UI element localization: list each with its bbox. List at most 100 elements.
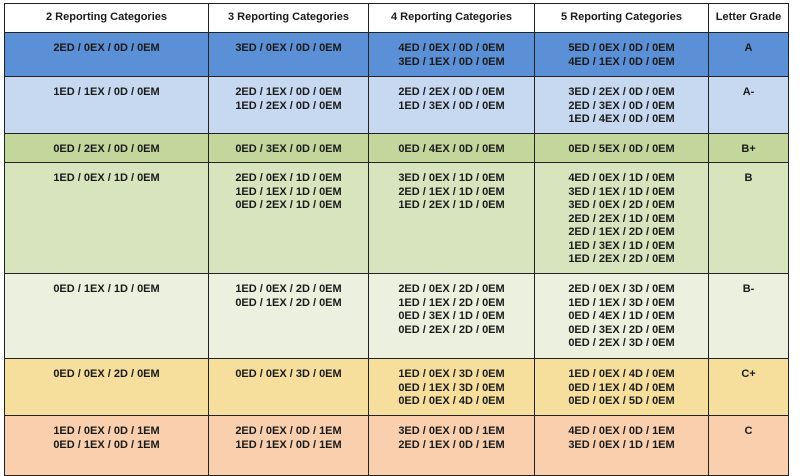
combination-text: 2ED / 0EX / 0D / 0EM	[53, 42, 160, 54]
combination-text: 2ED / 0EX / 1D / 0EM	[235, 172, 342, 184]
combination-text: 0ED / 0EX / 2D / 0EM	[53, 368, 160, 380]
combination-text: 0ED / 3EX / 2D / 0EM	[568, 323, 675, 336]
combination-text: 0ED / 1EX / 1D / 0EM	[53, 283, 160, 295]
combination-cell: 3ED / 0EX / 1D / 0EM 2ED / 1EX / 1D / 0EM…	[368, 162, 535, 274]
combination-text: 0ED / 0EX / 3D / 0EM	[235, 368, 342, 380]
letter-grade-cell: B-	[708, 273, 789, 359]
combination-text: 2ED / 1EX / 0D / 1EM	[398, 438, 505, 451]
combination-text: 3ED / 0EX / 1D / 0EM	[398, 172, 505, 184]
combination-text: 2ED / 0EX / 0D / 1EM	[235, 425, 342, 437]
combination-text: 0ED / 2EX / 0D / 0EM	[53, 143, 160, 155]
header-2-categories: 2 Reporting Categories	[4, 3, 209, 33]
combination-cell: 4ED / 0EX / 1D / 0EM 3ED / 1EX / 1D / 0EM…	[534, 162, 709, 274]
letter-grade-cell: B	[708, 162, 789, 274]
combination-cell: 2ED / 0EX / 2D / 0EM 1ED / 1EX / 2D / 0EM…	[368, 273, 535, 359]
grading-table: 2 Reporting Categories 3 Reporting Categ…	[4, 3, 789, 476]
combination-cell: 1ED / 0EX / 2D / 0EM 0ED / 1EX / 2D / 0EM	[208, 273, 369, 359]
header-letter-grade: Letter Grade	[708, 3, 789, 33]
combination-text: 4ED / 0EX / 1D / 0EM	[568, 172, 675, 184]
letter-grade-cell: A	[708, 32, 789, 77]
combination-cell: 2ED / 0EX / 0D / 0EM	[4, 32, 209, 77]
combination-cell: 3ED / 0EX / 0D / 0EM	[208, 32, 369, 77]
combination-text: 0ED / 5EX / 0D / 0EM	[568, 143, 675, 155]
combination-text: 0ED / 1EX / 2D / 0EM	[235, 296, 342, 309]
combination-text: 4ED / 0EX / 0D / 0EM	[398, 42, 505, 54]
combination-text: 2ED / 1EX / 1D / 0EM	[398, 185, 505, 198]
combination-text: 1ED / 3EX / 0D / 0EM	[398, 99, 505, 112]
combination-text: 5ED / 0EX / 0D / 0EM	[568, 42, 675, 54]
combination-cell: 3ED / 2EX / 0D / 0EM 2ED / 3EX / 0D / 0EM…	[534, 76, 709, 134]
combination-cell: 0ED / 2EX / 0D / 0EM	[4, 133, 209, 163]
combination-cell: 3ED / 0EX / 0D / 1EM 2ED / 1EX / 0D / 1EM	[368, 415, 535, 476]
combination-text: 0ED / 1EX / 3D / 0EM	[398, 381, 505, 394]
combination-cell: 1ED / 0EX / 4D / 0EM 0ED / 1EX / 4D / 0EM…	[534, 358, 709, 416]
combination-text: 1ED / 0EX / 2D / 0EM	[235, 283, 342, 295]
combination-text: 4ED / 0EX / 0D / 1EM	[568, 425, 675, 437]
combination-text: 2ED / 3EX / 0D / 0EM	[568, 99, 675, 112]
combination-text: 3ED / 0EX / 0D / 1EM	[398, 425, 505, 437]
combination-cell: 2ED / 0EX / 0D / 1EM 1ED / 1EX / 0D / 1EM	[208, 415, 369, 476]
combination-text: 1ED / 0EX / 3D / 0EM	[398, 368, 505, 380]
combination-text: 2ED / 2EX / 0D / 0EM	[398, 86, 505, 98]
combination-text: 0ED / 2EX / 2D / 0EM	[398, 323, 505, 336]
table-row: 1ED / 0EX / 0D / 1EM 0ED / 1EX / 0D / 1EM…	[4, 415, 789, 476]
combination-cell: 0ED / 3EX / 0D / 0EM	[208, 133, 369, 163]
table-row: 0ED / 0EX / 2D / 0EM 0ED / 0EX / 3D / 0EM…	[4, 358, 789, 416]
combination-text: 1ED / 2EX / 0D / 0EM	[235, 99, 342, 112]
combination-text: 1ED / 2EX / 1D / 0EM	[398, 199, 505, 211]
combination-cell: 1ED / 0EX / 3D / 0EM 0ED / 1EX / 3D / 0EM…	[368, 358, 535, 416]
table-row: 2ED / 0EX / 0D / 0EM 3ED / 0EX / 0D / 0EM…	[4, 32, 789, 77]
combination-text: 3ED / 2EX / 0D / 0EM	[568, 86, 675, 98]
combination-cell: 0ED / 0EX / 3D / 0EM	[208, 358, 369, 416]
combination-text: 1ED / 1EX / 2D / 0EM	[398, 296, 505, 309]
header-5-categories: 5 Reporting Categories	[534, 3, 709, 33]
combination-text: 4ED / 1EX / 0D / 0EM	[568, 55, 675, 68]
combination-text: 2ED / 0EX / 3D / 0EM	[568, 283, 675, 295]
combination-text: 3ED / 0EX / 0D / 0EM	[235, 42, 342, 54]
combination-cell: 5ED / 0EX / 0D / 0EM 4ED / 1EX / 0D / 0EM	[534, 32, 709, 77]
combination-text: 1ED / 1EX / 0D / 1EM	[235, 438, 342, 451]
combination-cell: 1ED / 1EX / 0D / 0EM	[4, 76, 209, 134]
combination-cell: 2ED / 0EX / 1D / 0EM 1ED / 1EX / 1D / 0EM…	[208, 162, 369, 274]
combination-cell: 1ED / 0EX / 1D / 0EM	[4, 162, 209, 274]
combination-text: 0ED / 3EX / 0D / 0EM	[235, 143, 342, 155]
combination-text: 1ED / 0EX / 0D / 1EM	[53, 425, 160, 437]
combination-text: 2ED / 2EX / 1D / 0EM	[568, 212, 675, 225]
combination-cell: 2ED / 2EX / 0D / 0EM 1ED / 3EX / 0D / 0EM	[368, 76, 535, 134]
combination-text: 3ED / 0EX / 2D / 0EM	[568, 199, 675, 211]
combination-text: 1ED / 2EX / 2D / 0EM	[568, 253, 675, 265]
combination-text: 1ED / 0EX / 1D / 0EM	[53, 172, 160, 184]
combination-cell: 0ED / 1EX / 1D / 0EM	[4, 273, 209, 359]
combination-text: 3ED / 1EX / 0D / 0EM	[398, 55, 505, 68]
combination-text: 2ED / 1EX / 2D / 0EM	[568, 226, 675, 238]
combination-text: 0ED / 1EX / 0D / 1EM	[53, 438, 160, 451]
combination-text: 1ED / 1EX / 3D / 0EM	[568, 296, 675, 309]
letter-grade-cell: B+	[708, 133, 789, 163]
combination-text: 1ED / 3EX / 1D / 0EM	[568, 239, 675, 252]
combination-text: 1ED / 0EX / 4D / 0EM	[568, 368, 675, 380]
header-row: 2 Reporting Categories 3 Reporting Categ…	[4, 3, 789, 33]
header-4-categories: 4 Reporting Categories	[368, 3, 535, 33]
combination-text: 0ED / 2EX / 1D / 0EM	[235, 199, 342, 211]
header-3-categories: 3 Reporting Categories	[208, 3, 369, 33]
combination-text: 2ED / 1EX / 0D / 0EM	[235, 86, 342, 98]
combination-text: 1ED / 1EX / 0D / 0EM	[53, 86, 160, 98]
combination-text: 0ED / 0EX / 5D / 0EM	[568, 395, 675, 407]
combination-cell: 1ED / 0EX / 0D / 1EM 0ED / 1EX / 0D / 1EM	[4, 415, 209, 476]
combination-text: 2ED / 0EX / 2D / 0EM	[398, 283, 505, 295]
combination-cell: 2ED / 1EX / 0D / 0EM 1ED / 2EX / 0D / 0EM	[208, 76, 369, 134]
combination-text: 1ED / 4EX / 0D / 0EM	[568, 113, 675, 125]
letter-grade-cell: A-	[708, 76, 789, 134]
combination-text: 3ED / 1EX / 1D / 0EM	[568, 185, 675, 198]
combination-cell: 0ED / 5EX / 0D / 0EM	[534, 133, 709, 163]
combination-cell: 4ED / 0EX / 0D / 0EM 3ED / 1EX / 0D / 0EM	[368, 32, 535, 77]
table-row: 0ED / 2EX / 0D / 0EM 0ED / 3EX / 0D / 0EM…	[4, 133, 789, 163]
combination-cell: 0ED / 0EX / 2D / 0EM	[4, 358, 209, 416]
combination-text: 0ED / 0EX / 4D / 0EM	[398, 395, 505, 407]
letter-grade-cell: C+	[708, 358, 789, 416]
combination-text: 0ED / 4EX / 0D / 0EM	[398, 143, 505, 155]
combination-text: 0ED / 2EX / 3D / 0EM	[568, 337, 675, 349]
combination-cell: 2ED / 0EX / 3D / 0EM 1ED / 1EX / 3D / 0EM…	[534, 273, 709, 359]
combination-text: 3ED / 0EX / 1D / 1EM	[568, 438, 675, 451]
combination-text: 0ED / 4EX / 1D / 0EM	[568, 310, 675, 322]
